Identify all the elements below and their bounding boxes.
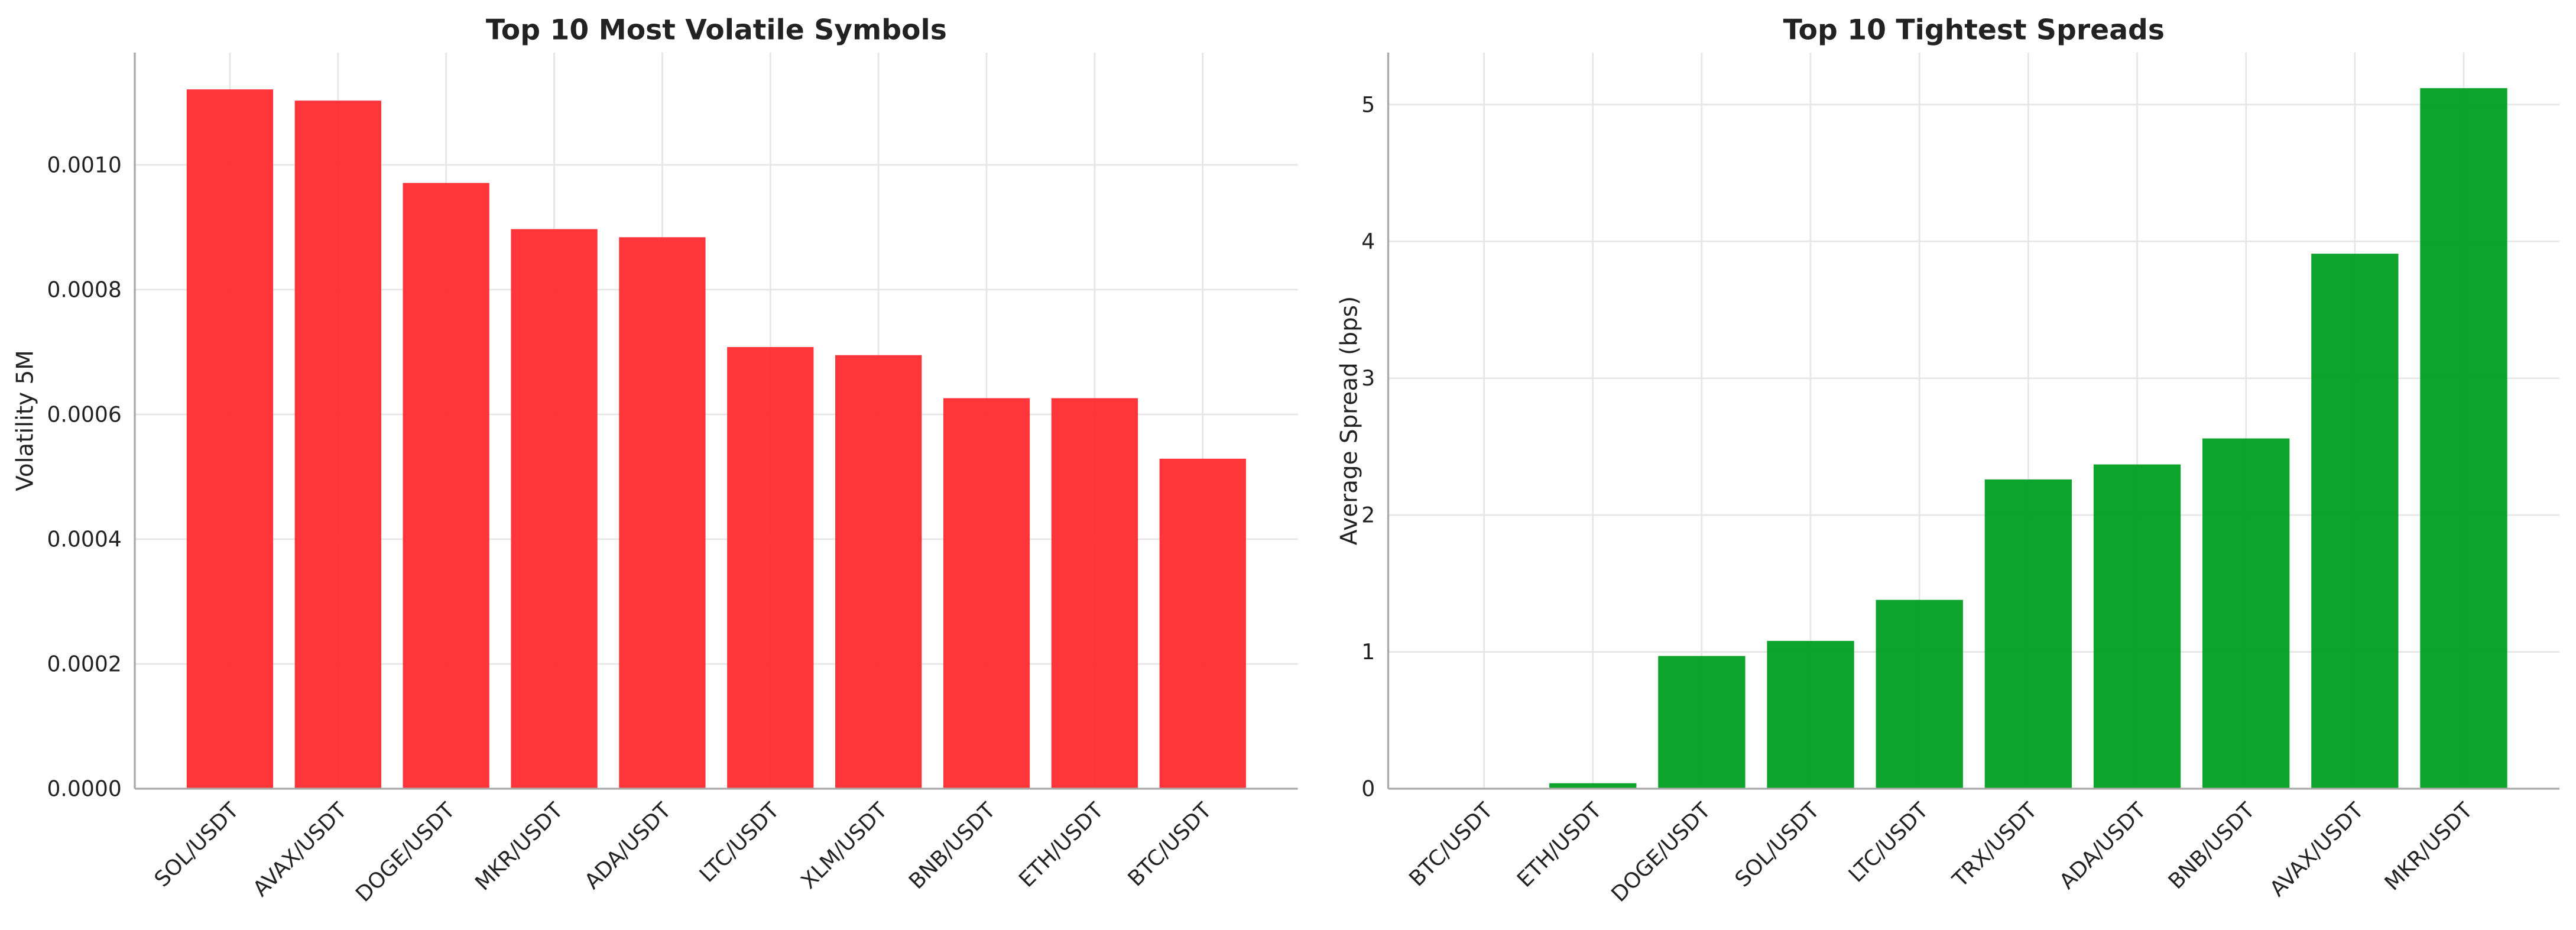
- bar: [2311, 254, 2399, 789]
- bar: [186, 89, 274, 789]
- x-tick-label: ETH/USDT: [1512, 797, 1607, 892]
- x-tick-label: ADA/USDT: [579, 797, 676, 894]
- bar: [1767, 641, 1854, 789]
- x-tick-label: LTC/USDT: [1843, 797, 1933, 887]
- y-axis-label: Average Spread (bps): [1336, 296, 1363, 545]
- x-tick-label: BTC/USDT: [1122, 797, 1216, 891]
- y-tick-label: 0.0008: [47, 277, 121, 302]
- bar: [1876, 600, 1963, 789]
- x-tick-label: ETH/USDT: [1014, 797, 1109, 892]
- x-tick-label: MKR/USDT: [470, 797, 568, 895]
- x-tick-label: MKR/USDT: [2379, 797, 2477, 895]
- chart-title: Top 10 Tightest Spreads: [1783, 14, 2165, 47]
- y-tick-label: 5: [1361, 92, 1375, 117]
- bar: [2202, 438, 2290, 789]
- x-tick-label: AVAX/USDT: [248, 797, 352, 901]
- x-tick-label: DOGE/USDT: [351, 797, 460, 907]
- bar: [1984, 479, 2072, 789]
- bar: [1549, 783, 1637, 789]
- bar: [835, 355, 922, 789]
- y-tick-label: 0.0010: [47, 152, 121, 177]
- bar: [2420, 88, 2507, 789]
- y-tick-label: 1: [1361, 639, 1375, 665]
- x-tick-label: BNB/USDT: [2163, 797, 2260, 894]
- bar: [1658, 656, 1746, 789]
- bar: [943, 398, 1030, 789]
- bar: [727, 346, 814, 789]
- x-tick-label: AVAX/USDT: [2264, 797, 2369, 901]
- chart-title: Top 10 Most Volatile Symbols: [486, 14, 947, 47]
- bar: [511, 229, 598, 789]
- y-tick-label: 0.0006: [47, 401, 121, 427]
- x-tick-label: TRX/USDT: [1947, 797, 2042, 892]
- x-tick-label: SOL/USDT: [1730, 797, 1824, 892]
- x-tick-label: BNB/USDT: [904, 797, 1001, 894]
- x-tick-label: XLM/USDT: [796, 797, 893, 894]
- y-tick-label: 0.0000: [47, 776, 121, 801]
- x-tick-label: ADA/USDT: [2054, 797, 2151, 894]
- y-tick-label: 4: [1361, 229, 1375, 254]
- y-tick-label: 3: [1361, 365, 1375, 391]
- y-axis-label: Volatility 5M: [12, 350, 39, 491]
- bar: [294, 101, 381, 789]
- y-tick-label: 2: [1361, 503, 1375, 528]
- x-tick-label: LTC/USDT: [695, 797, 784, 887]
- x-tick-label: SOL/USDT: [149, 797, 244, 892]
- x-tick-label: DOGE/USDT: [1606, 797, 1716, 907]
- y-tick-label: 0.0002: [47, 651, 121, 676]
- y-tick-label: 0.0004: [47, 526, 121, 552]
- y-tick-label: 0: [1361, 776, 1375, 801]
- bar: [403, 183, 489, 789]
- bar: [1051, 398, 1138, 789]
- bar: [2093, 464, 2181, 789]
- x-tick-label: BTC/USDT: [1404, 797, 1498, 891]
- bar: [619, 237, 706, 789]
- bar: [1159, 458, 1246, 789]
